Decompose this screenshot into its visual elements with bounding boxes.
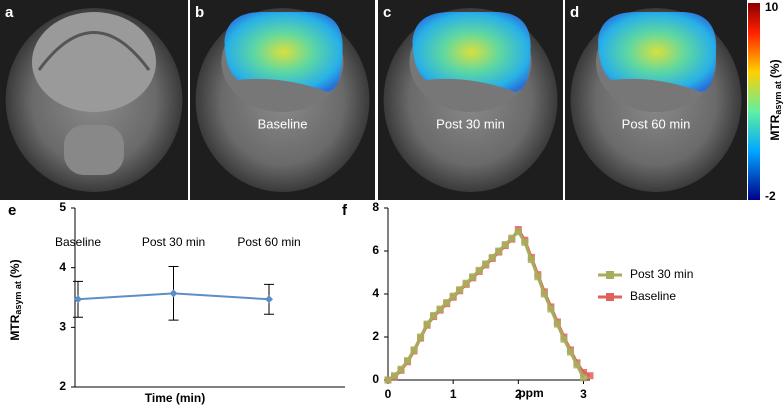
image-caption: Baseline (258, 116, 308, 131)
y-tick-label: 6 (372, 243, 379, 257)
colorbar-title-unit: (%) (768, 59, 782, 78)
panel-label: d (570, 4, 579, 21)
marker (436, 305, 444, 313)
marker (495, 247, 503, 255)
panel-label: c (383, 4, 391, 21)
x-axis-label: ppm (518, 386, 543, 400)
marker (566, 348, 574, 356)
marker (443, 299, 451, 307)
marker (391, 372, 399, 380)
mtr-map (224, 12, 343, 92)
x-tick-label: 3 (580, 387, 587, 401)
marker (488, 253, 496, 261)
colorbar-title: MTRasym at (%) (768, 59, 783, 140)
colorbar-title-sub: asym at (773, 81, 783, 115)
colorbar-title-main: MTR (768, 114, 782, 140)
y-tick-label: 5 (59, 200, 66, 214)
y-tick-label: 2 (372, 329, 379, 343)
point (265, 295, 273, 304)
y-tick-label: 2 (59, 379, 66, 393)
marker (410, 346, 418, 354)
marker (560, 335, 568, 343)
category-label: Post 30 min (142, 235, 205, 249)
category-label: Post 60 min (237, 235, 300, 249)
marker (397, 365, 405, 373)
panel-label: b (195, 4, 204, 21)
marker (384, 376, 392, 384)
marker (449, 292, 457, 300)
marker (527, 256, 535, 264)
x-tick-label: 2 (515, 387, 522, 401)
brain-outline (37, 31, 151, 71)
x-tick-label: 0 (385, 387, 392, 401)
marker (586, 372, 594, 380)
y-tick-label: 8 (372, 200, 379, 214)
point (74, 295, 82, 304)
legend-label: Post 30 min (630, 267, 693, 281)
marker (553, 320, 561, 328)
image-caption: Post 60 min (622, 116, 691, 131)
marker (573, 361, 581, 369)
marker (404, 357, 412, 365)
y-tick-label: 4 (372, 286, 379, 300)
marker (501, 241, 509, 249)
colorbar (748, 3, 760, 200)
panel-label: e (8, 202, 16, 219)
image-caption: Post 30 min (436, 116, 505, 131)
marker (456, 286, 464, 294)
image-panels: a Baseline b Post 30 min c Post 60 min d (0, 0, 747, 200)
y-axis-label: MTRasym at (%) (8, 259, 23, 340)
marker (475, 266, 483, 274)
legend-marker (606, 293, 614, 301)
colorbar-max: 10 (765, 0, 779, 14)
marker (540, 290, 548, 298)
marker (482, 260, 490, 268)
marker (417, 333, 425, 341)
legend-label: Baseline (630, 289, 676, 303)
marker (423, 320, 431, 328)
marker (514, 228, 522, 236)
marker (579, 368, 587, 376)
y-label-unit: (%) (8, 259, 22, 278)
point (169, 289, 178, 298)
legend-marker (606, 271, 614, 279)
y-label-main: MTR (8, 314, 22, 340)
marker (534, 273, 542, 281)
marker (430, 312, 438, 319)
y-tick-label: 3 (59, 320, 66, 334)
marker (508, 234, 516, 242)
cortex (64, 125, 124, 175)
y-tick-label: 4 (59, 260, 66, 274)
marker (469, 273, 477, 281)
panel-label: f (342, 202, 348, 219)
category-label: Baseline (55, 235, 101, 249)
marker (521, 238, 529, 246)
y-tick-label: 0 (372, 372, 379, 386)
y-label-sub: asym at (13, 281, 23, 315)
brain (31, 12, 157, 112)
series-line (387, 226, 591, 382)
colorbar-min: -2 (765, 189, 776, 203)
panel-label: a (5, 4, 14, 21)
marker (579, 374, 587, 382)
marker (547, 305, 555, 313)
x-tick-label: 1 (450, 387, 457, 401)
marker (462, 279, 470, 287)
x-axis-label: Time (min) (145, 391, 205, 405)
mtr-map (598, 12, 717, 92)
mtr-map (412, 12, 531, 92)
